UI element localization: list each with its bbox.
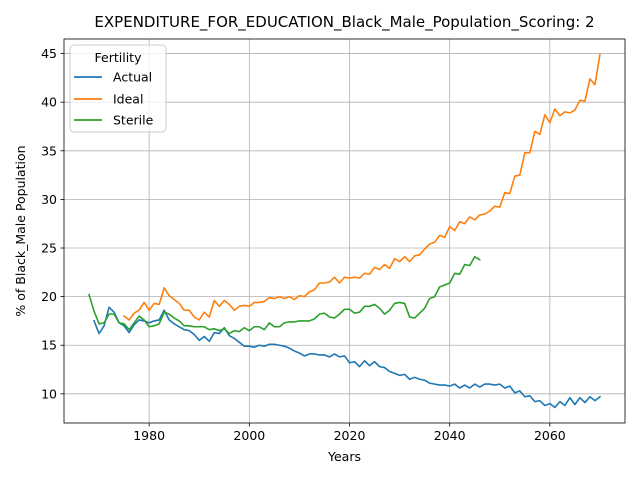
legend-label-sterile: Sterile [113, 113, 154, 128]
y-tick-label: 35 [41, 143, 57, 158]
x-axis-ticks: 1980 2000 2020 2040 2060 [133, 423, 566, 443]
y-tick-label: 10 [41, 386, 57, 401]
series-lines [88, 53, 602, 409]
legend-label-actual: Actual [113, 70, 152, 85]
x-tick-label: 2040 [434, 428, 466, 443]
x-tick-label: 2060 [534, 428, 566, 443]
x-tick-label: 2000 [233, 428, 265, 443]
legend-box [69, 44, 167, 133]
y-tick-label: 20 [41, 289, 57, 304]
series-line-sterile [88, 255, 481, 335]
y-tick-label: 45 [41, 46, 57, 61]
y-axis-ticks: 10 15 20 25 30 35 40 45 [41, 46, 64, 401]
y-tick-label: 15 [41, 338, 57, 353]
y-axis-label: % of Black_Male Population [13, 145, 28, 316]
x-tick-label: 2020 [334, 428, 366, 443]
chart-title: EXPENDITURE_FOR_EDUCATION_Black_Male_Pop… [94, 13, 594, 32]
legend-label-ideal: Ideal [113, 92, 143, 107]
plot-frame [63, 38, 626, 424]
y-tick-label: 30 [41, 192, 57, 207]
legend: Fertility Actual Ideal Sterile [69, 44, 167, 133]
y-tick-label: 25 [41, 241, 57, 256]
series-line-actual [93, 306, 602, 409]
x-tick-label: 1980 [133, 428, 165, 443]
legend-title: Fertility [95, 50, 143, 65]
x-axis-label: Years [327, 449, 361, 464]
series-line-ideal [122, 53, 601, 321]
y-tick-label: 40 [41, 95, 57, 110]
